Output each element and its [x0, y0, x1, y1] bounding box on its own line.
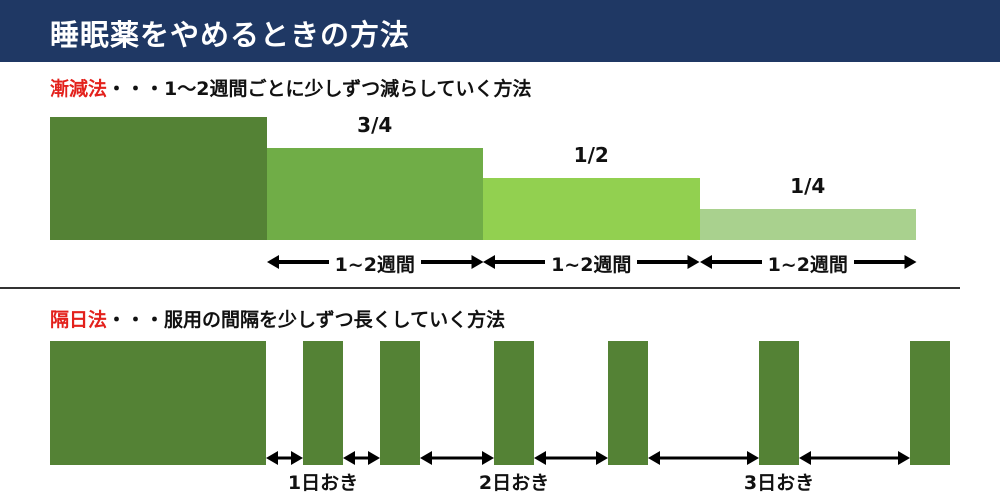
interval-arrow [534, 449, 608, 467]
interval-arrow-head-left [343, 451, 355, 465]
dose-bar [303, 341, 343, 465]
section-divider [0, 287, 960, 289]
interval-arrow-head-right [368, 451, 380, 465]
taper-period-arrow-head-right [471, 255, 483, 269]
taper-method-description: ・・・1～2週間ごとに少しずつ減らしていく方法 [107, 78, 532, 100]
interval-arrow-head-left [799, 451, 811, 465]
taper-period-arrow-head-left [483, 255, 495, 269]
interval-arrow [266, 449, 303, 467]
taper-period-arrow-head-left [266, 255, 279, 269]
dose-bar [380, 341, 420, 465]
interval-arrow-head-right [596, 451, 608, 465]
interval-label: 1日おき [287, 472, 359, 494]
interval-arrow-graphic [420, 451, 494, 465]
interval-label: 3日おき [743, 472, 815, 494]
interval-arrow-head-left [266, 451, 278, 465]
taper-period-arrow: 1~2週間 [699, 253, 916, 276]
interval-arrow-head-right [898, 451, 910, 465]
dose-bar [910, 341, 950, 465]
interval-label: 2日おき [478, 472, 550, 494]
taper-step-block [266, 148, 483, 240]
interval-arrow [648, 449, 759, 467]
taper-step-fraction-label: 1/2 [573, 143, 609, 167]
taper-period-arrow-label: 1~2週間 [267, 250, 484, 277]
interval-arrow [420, 449, 494, 467]
interval-arrow-head-left [534, 451, 546, 465]
taper-step-block [483, 178, 700, 240]
interval-arrow-graphic [266, 451, 303, 465]
taper-method-label: 漸減法 [50, 78, 108, 100]
interval-arrow-head-right [747, 451, 759, 465]
interval-arrow-head-right [291, 451, 303, 465]
taper-period-arrow-label-text: 1~2週間 [761, 254, 854, 276]
dose-bar [759, 341, 799, 465]
dose-bar [50, 341, 266, 465]
page-title: 睡眠薬をやめるときの方法 [50, 18, 411, 52]
taper-period-arrow-label-text: 1~2週間 [328, 254, 421, 276]
taper-period-arrow-label-text: 1~2週間 [545, 254, 638, 276]
interval-arrow [799, 449, 910, 467]
taper-step-block [699, 209, 916, 240]
alternate-method-description: ・・・服用の間隔を少しずつ長くしていく方法 [107, 309, 506, 331]
dose-bar [494, 341, 534, 465]
interval-arrow-graphic [534, 451, 608, 465]
taper-step-fraction-label: 3/4 [357, 113, 393, 137]
interval-arrow-head-right [482, 451, 494, 465]
interval-arrow-head-left [420, 451, 432, 465]
dose-bar [608, 341, 648, 465]
taper-period-arrow: 1~2週間 [483, 253, 700, 276]
taper-step-block [50, 117, 267, 240]
interval-arrow-graphic [648, 451, 759, 465]
taper-period-arrow-head-left [699, 255, 712, 269]
interval-arrow-head-left [648, 451, 660, 465]
taper-period-arrow-head-right [904, 255, 916, 269]
header-bar: 睡眠薬をやめるときの方法 [0, 0, 1000, 62]
taper-section-title: 漸減法・・・1～2週間ごとに少しずつ減らしていく方法 [50, 74, 532, 101]
alternate-method-label: 隔日法 [50, 309, 108, 331]
taper-period-arrow: 1~2週間 [266, 253, 483, 276]
taper-period-arrow-head-right [687, 255, 700, 269]
interval-arrow [343, 449, 380, 467]
interval-arrow-graphic [799, 451, 910, 465]
alternate-section-title: 隔日法・・・服用の間隔を少しずつ長くしていく方法 [50, 305, 505, 332]
taper-step-fraction-label: 1/4 [790, 174, 826, 198]
taper-period-arrow-label: 1~2週間 [483, 250, 700, 277]
taper-period-arrow-label: 1~2週間 [700, 250, 917, 277]
interval-arrow-graphic [343, 451, 380, 465]
